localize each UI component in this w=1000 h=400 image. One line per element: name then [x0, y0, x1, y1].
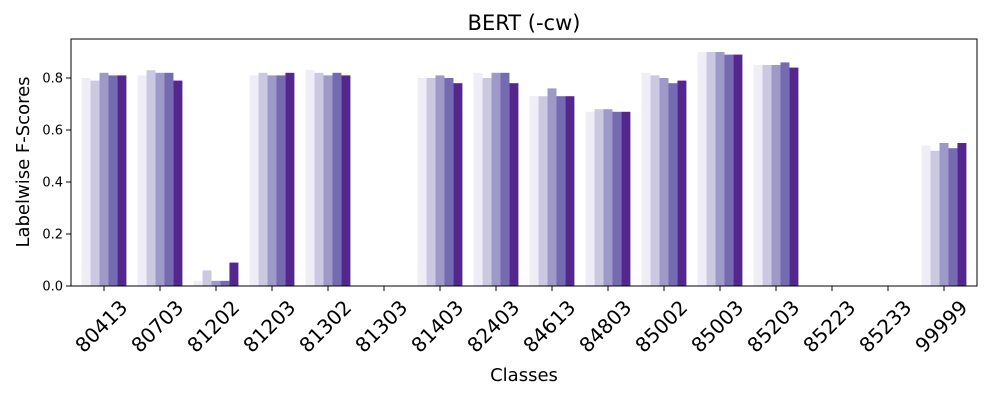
bar-84613-s4 [556, 96, 566, 286]
bar-81403-s1 [417, 78, 427, 286]
bar-84613-s5 [565, 96, 575, 286]
bar-81202-s3 [211, 280, 221, 286]
x-tick-label: 82403 [462, 295, 524, 357]
bar-81202-s4 [220, 280, 230, 286]
bar-85003-s4 [724, 54, 734, 286]
bar-80703-s4 [164, 72, 174, 286]
x-tick-label: 80413 [70, 295, 132, 357]
bar-84803-s3 [603, 109, 613, 286]
x-tick-label: 81203 [238, 295, 300, 357]
bar-80413-s5 [117, 75, 127, 287]
bar-85003-s1 [697, 52, 707, 286]
bar-99999-s4 [948, 148, 958, 286]
bar-84613-s1 [529, 96, 539, 286]
plot-area [81, 52, 967, 287]
bar-85002-s5 [677, 80, 687, 286]
chart-title: BERT (-cw) [468, 11, 581, 35]
x-tick-label: 81403 [406, 295, 468, 357]
bar-81203-s4 [276, 75, 286, 287]
bar-81203-s2 [258, 72, 268, 286]
bar-81403-s2 [426, 78, 436, 286]
bar-81403-s3 [435, 75, 445, 287]
bar-85203-s3 [771, 65, 781, 286]
bar-84613-s3 [547, 88, 557, 287]
bar-85003-s3 [715, 52, 725, 286]
bar-85003-s2 [706, 52, 716, 286]
bar-85003-s5 [733, 54, 743, 286]
bar-80703-s5 [173, 80, 183, 286]
bar-80413-s3 [99, 72, 109, 286]
bar-85203-s5 [789, 67, 799, 286]
bar-81203-s3 [267, 75, 277, 287]
bar-84803-s1 [585, 111, 595, 286]
y-axis: 0.0 0.2 0.4 0.6 0.8 [42, 72, 71, 295]
y-tick-label: 0.4 [42, 176, 63, 191]
bar-81302-s5 [341, 75, 351, 287]
x-tick-label: 84803 [574, 295, 636, 357]
bar-85203-s1 [753, 65, 763, 286]
bar-81302-s1 [305, 70, 315, 286]
bar-84803-s5 [621, 111, 631, 286]
bar-81203-s1 [249, 75, 259, 287]
x-tick-label: 85003 [686, 295, 748, 357]
x-tick-label: 85002 [630, 295, 692, 357]
y-tick-label: 0.8 [42, 72, 63, 87]
bar-84803-s2 [594, 109, 604, 286]
bar-81302-s3 [323, 75, 333, 287]
bar-80413-s2 [90, 80, 100, 286]
bar-81202-s1 [193, 280, 203, 286]
bar-80413-s1 [81, 78, 91, 286]
bar-99999-s1 [921, 145, 931, 286]
bar-80703-s2 [146, 70, 156, 286]
bar-80413-s4 [108, 75, 118, 287]
bar-82403-s4 [500, 72, 510, 286]
bar-81403-s4 [444, 78, 454, 286]
bar-99999-s2 [930, 150, 940, 286]
bar-82403-s2 [482, 78, 492, 286]
x-tick-label: 81202 [182, 295, 244, 357]
bar-80703-s1 [137, 75, 147, 287]
y-axis-label: Labelwise F-Scores [13, 76, 34, 247]
x-tick-label: 85203 [742, 295, 804, 357]
x-tick-label: 84613 [518, 295, 580, 357]
bar-85203-s2 [762, 65, 772, 286]
y-tick-label: 0.0 [42, 280, 63, 295]
plot-frame [70, 38, 978, 287]
bar-82403-s3 [491, 72, 501, 286]
y-tick-label: 0.2 [42, 228, 63, 243]
bar-85203-s4 [780, 62, 790, 287]
x-tick-label: 85223 [798, 295, 860, 357]
bar-85002-s4 [668, 83, 678, 286]
bar-81202-s5 [229, 262, 239, 286]
bar-84803-s4 [612, 111, 622, 286]
bar-81203-s5 [285, 72, 295, 286]
bar-85002-s1 [641, 72, 651, 286]
bar-84613-s2 [538, 96, 548, 286]
bar-99999-s5 [957, 143, 967, 286]
x-tick-label: 81302 [294, 295, 356, 357]
x-tick-label: 80703 [126, 295, 188, 357]
bar-99999-s3 [939, 143, 949, 286]
bar-85002-s2 [650, 75, 660, 287]
bar-82403-s1 [473, 72, 483, 286]
bar-81302-s4 [332, 72, 342, 286]
bar-80703-s3 [155, 72, 165, 286]
bar-81202-s2 [202, 270, 212, 286]
bar-81302-s2 [314, 72, 324, 286]
x-axis-label: Classes [490, 365, 558, 386]
x-axis: 8041380703812028120381302813038140382403… [70, 286, 972, 357]
bar-82403-s5 [509, 83, 519, 286]
x-tick-label: 85233 [854, 295, 916, 357]
y-tick-label: 0.6 [42, 124, 63, 139]
bar-81403-s5 [453, 83, 463, 286]
bar-85002-s3 [659, 78, 669, 286]
x-tick-label: 99999 [910, 295, 972, 357]
x-tick-label: 81303 [350, 295, 412, 357]
